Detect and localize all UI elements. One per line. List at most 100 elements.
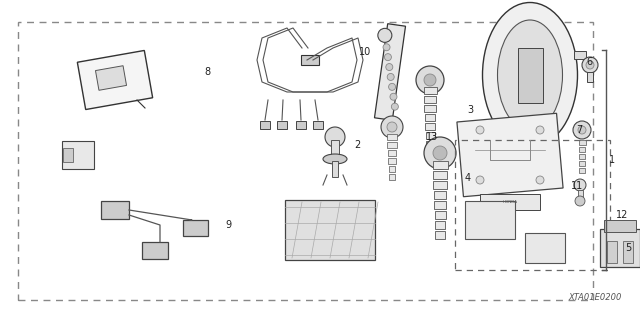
Circle shape [582,57,598,73]
Bar [434,191,446,199]
Circle shape [378,28,392,42]
Circle shape [433,146,447,160]
Bar [434,201,446,209]
Bar [579,160,585,166]
Text: 9: 9 [225,220,231,230]
Text: 3: 3 [467,105,473,115]
Circle shape [536,176,544,184]
Circle shape [586,61,594,69]
Bar [426,140,434,147]
Bar [277,121,287,129]
Circle shape [387,122,397,132]
Bar [424,95,436,102]
Bar [425,114,435,121]
Ellipse shape [497,20,563,130]
Ellipse shape [483,3,577,147]
Bar [623,241,633,263]
Circle shape [381,116,403,138]
Bar [182,220,207,236]
Bar [424,105,436,112]
Circle shape [416,66,444,94]
Bar [480,194,540,210]
Bar [387,142,397,148]
Circle shape [381,34,388,41]
Bar [63,148,73,162]
Circle shape [574,179,586,191]
Bar [388,158,396,164]
Bar [604,220,636,232]
Bar [600,229,640,267]
Text: HONDA: HONDA [502,200,518,204]
Circle shape [573,121,591,139]
Bar [142,241,168,258]
Bar [607,241,617,263]
Text: 5: 5 [625,243,631,253]
Ellipse shape [323,154,347,164]
Circle shape [476,126,484,134]
Bar [435,211,445,219]
Bar [77,50,153,109]
Circle shape [390,93,397,100]
Circle shape [424,137,456,169]
Text: 7: 7 [576,125,582,135]
Circle shape [385,54,392,61]
Bar [332,161,338,177]
Bar [387,134,397,140]
Circle shape [536,126,544,134]
Bar [579,153,585,159]
Bar [62,141,94,169]
Bar [435,221,445,229]
Text: 2: 2 [354,140,360,150]
Bar [426,131,435,138]
Circle shape [387,73,394,80]
Text: 12: 12 [616,210,628,220]
Bar [374,24,406,120]
Bar [465,201,515,239]
Circle shape [388,83,396,90]
Bar [457,113,563,197]
Bar [388,166,396,172]
Bar [433,181,447,189]
Bar [95,66,127,90]
Bar [433,171,447,179]
Circle shape [383,44,390,51]
Text: 10: 10 [359,47,371,57]
Text: 8: 8 [204,67,210,77]
Text: 13: 13 [426,132,438,142]
Text: XTA01E0200: XTA01E0200 [568,293,622,302]
Bar [433,161,447,169]
Bar [579,139,586,145]
Bar [577,190,582,200]
Bar [425,122,435,130]
Bar [285,200,375,260]
Circle shape [392,103,398,110]
Bar [579,146,586,152]
Text: 11: 11 [571,181,583,191]
Circle shape [386,63,393,70]
Circle shape [325,127,345,147]
Bar [301,55,319,65]
Bar [435,231,445,239]
Bar [587,72,593,82]
Bar [388,150,396,156]
Bar [518,48,543,102]
Bar [313,121,323,129]
Bar [424,86,436,93]
Bar [101,201,129,219]
Bar [331,140,339,158]
Circle shape [575,196,585,206]
Bar [18,22,593,300]
Bar [260,121,270,129]
Circle shape [424,74,436,86]
Bar [579,167,585,173]
Bar [389,174,395,180]
Circle shape [476,176,484,184]
Text: 1: 1 [609,155,615,165]
Bar [525,233,565,263]
Bar [296,121,306,129]
Text: 6: 6 [586,57,592,67]
Bar [574,51,586,59]
Bar [455,140,610,270]
Circle shape [578,126,586,134]
Text: 4: 4 [465,173,471,183]
